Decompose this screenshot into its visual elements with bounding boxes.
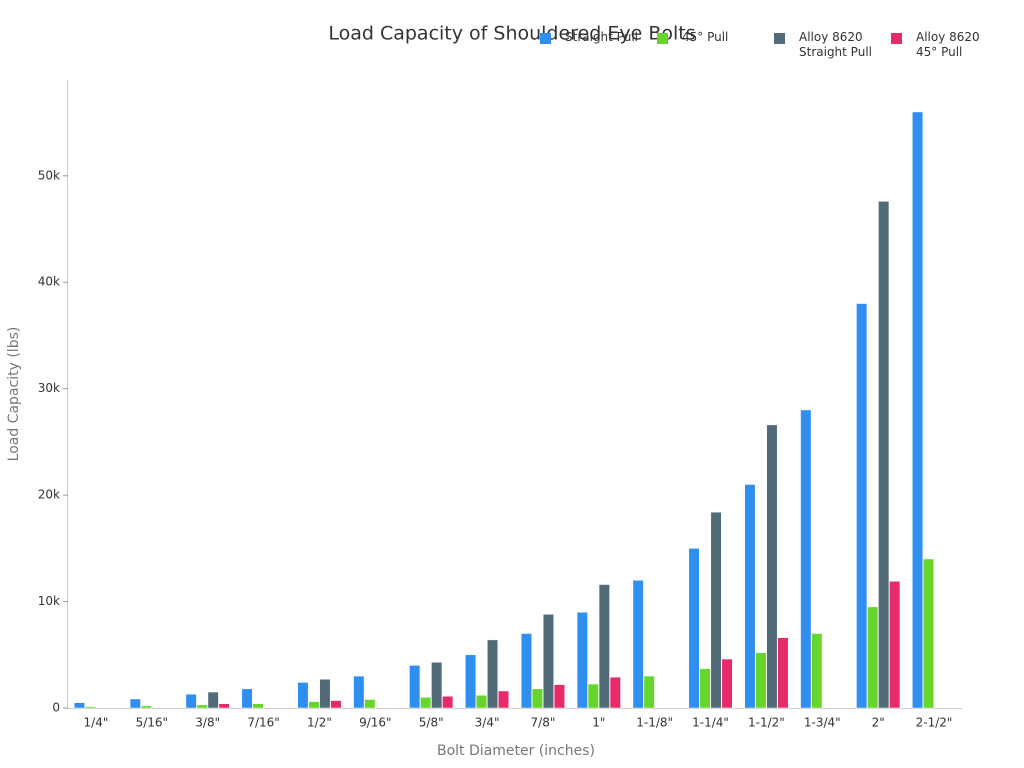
bar <box>129 698 141 709</box>
chart-title: Load Capacity of Shouldered Eye Bolts <box>328 23 695 45</box>
bar <box>755 652 767 709</box>
bar <box>766 424 778 709</box>
bar <box>643 675 655 709</box>
x-axis-label: Bolt Diameter (inches) <box>437 743 595 759</box>
bar <box>912 111 924 709</box>
bar <box>811 633 823 709</box>
bar <box>777 637 789 709</box>
bar <box>252 703 264 709</box>
legend-item: Alloy 8620 Straight Pull <box>774 30 891 60</box>
bar <box>218 703 230 709</box>
y-axis-label: Load Capacity (lbs) <box>6 327 22 462</box>
bar <box>185 693 197 709</box>
legend-label: 45° Pull <box>682 30 729 44</box>
bar <box>923 558 935 709</box>
bar <box>73 702 85 709</box>
bar <box>609 676 621 709</box>
bar <box>353 675 365 709</box>
bar <box>330 700 342 709</box>
bar <box>800 409 812 709</box>
bar <box>308 701 320 709</box>
legend-swatch <box>774 33 785 44</box>
bar <box>632 580 644 709</box>
bar <box>84 706 96 709</box>
legend-item: 45° Pull <box>657 30 774 60</box>
y-tick-label: 20k <box>38 488 60 502</box>
bar <box>420 697 432 709</box>
bar <box>856 303 868 709</box>
bar <box>207 691 219 709</box>
legend-swatch <box>657 33 668 44</box>
y-tick-label: 30k <box>38 381 60 395</box>
bar <box>498 690 510 709</box>
legend-label: Alloy 8620 45° Pull <box>916 30 980 59</box>
legend: Straight Pull 45° Pull Alloy 8620 Straight… <box>540 30 1008 60</box>
y-tick-label: 10k <box>38 594 60 608</box>
bar <box>889 581 901 709</box>
x-tick-label: 3/8" <box>195 716 220 730</box>
x-tick-label: 3/4" <box>475 716 500 730</box>
bar <box>598 584 610 709</box>
y-tick-label: 40k <box>38 275 60 289</box>
bar <box>699 668 711 709</box>
bar <box>297 682 309 709</box>
y-tick-label: 0 <box>52 701 60 715</box>
x-tick-label: 2" <box>872 716 885 730</box>
bar <box>744 484 756 709</box>
legend-label: Straight Pull <box>565 30 638 44</box>
bar <box>487 639 499 709</box>
bar <box>553 684 565 709</box>
legend-swatch <box>891 33 902 44</box>
x-tick-label: 1/2" <box>307 716 332 730</box>
bar <box>688 548 700 709</box>
bar <box>867 606 879 709</box>
x-tick-label: 9/16" <box>359 716 391 730</box>
x-tick-label: 7/8" <box>531 716 556 730</box>
bar <box>710 511 722 709</box>
legend-label: Alloy 8620 Straight Pull <box>799 30 872 59</box>
x-tick-label: 2-1/2" <box>916 716 953 730</box>
bar <box>878 201 890 709</box>
bar <box>319 679 331 709</box>
x-tick-label: 1" <box>592 716 605 730</box>
bar <box>520 633 532 709</box>
x-tick-label: 1-1/2" <box>748 716 785 730</box>
legend-swatch <box>540 33 551 44</box>
bar <box>576 611 588 709</box>
legend-item: Alloy 8620 45° Pull <box>891 30 1008 60</box>
bar <box>531 688 543 709</box>
bar <box>587 683 599 709</box>
x-tick-label: 5/8" <box>419 716 444 730</box>
bar <box>721 658 733 709</box>
bar <box>442 696 454 709</box>
x-tick-label: 7/16" <box>247 716 279 730</box>
bar <box>542 614 554 709</box>
bar <box>364 699 376 709</box>
bar <box>196 704 208 709</box>
x-tick-label: 1-1/4" <box>692 716 729 730</box>
x-tick-label: 1-3/4" <box>804 716 841 730</box>
bar <box>241 688 253 709</box>
x-tick-label: 5/16" <box>136 716 168 730</box>
bar <box>409 665 421 709</box>
x-tick-label: 1/4" <box>84 716 109 730</box>
bar <box>476 694 488 709</box>
bar <box>140 705 152 709</box>
legend-item: Straight Pull <box>540 30 657 60</box>
y-tick-label: 50k <box>38 168 60 182</box>
bar <box>431 661 443 709</box>
x-tick-label: 1-1/8" <box>636 716 673 730</box>
bar <box>465 654 477 709</box>
